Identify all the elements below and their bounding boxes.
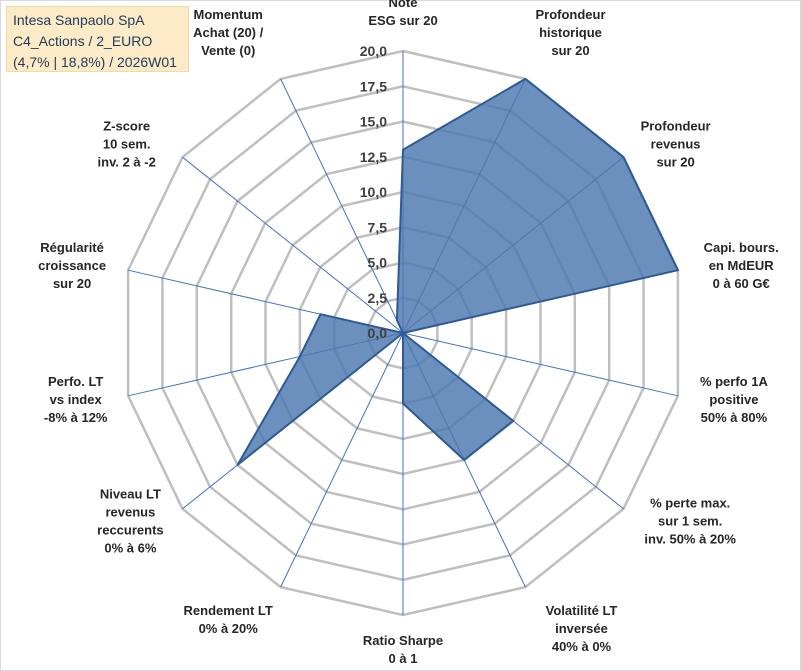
axis-label-12-line-2: inv. 2 à -2 bbox=[98, 155, 156, 170]
axis-label-10-line-0: Perfo. LT bbox=[48, 374, 103, 389]
title-line-stats: (4,7% | 18,8%) / 2026W01 bbox=[13, 54, 177, 70]
axis-label-6-line-2: 40% à 0% bbox=[552, 639, 612, 654]
tick-label-6: 15,0 bbox=[360, 114, 387, 130]
axis-label-6-line-1: inversée bbox=[555, 621, 608, 636]
spoke-13 bbox=[280, 78, 404, 334]
axis-label-9-line-0: Niveau LT bbox=[100, 486, 161, 501]
axis-labels: Note ESG sur 20 Profondeur historique sur 20… bbox=[38, 0, 779, 666]
axis-label-8: Rendement LT 0% à 20% bbox=[184, 603, 273, 636]
axis-label-4-line-1: positive bbox=[709, 392, 758, 407]
axis-label-8-line-1: 0% à 20% bbox=[199, 621, 259, 636]
axis-label-10-line-1: vs index bbox=[50, 392, 103, 407]
tick-label-7: 17,5 bbox=[360, 78, 387, 94]
axis-label-5-line-0: % perte max. bbox=[650, 495, 730, 510]
axis-label-9-line-1: revenus bbox=[105, 504, 155, 519]
axis-label-11: Régularité croissance sur 20 bbox=[38, 240, 106, 291]
tick-label-4: 10,0 bbox=[360, 184, 387, 200]
axis-label-7-line-0: Ratio Sharpe bbox=[363, 633, 443, 648]
axis-label-5-line-1: sur 1 sem. bbox=[658, 513, 722, 528]
tick-label-2: 5,0 bbox=[368, 255, 388, 271]
axis-label-7: Ratio Sharpe 0 à 1 bbox=[363, 633, 443, 666]
axis-label-4-line-2: 50% à 80% bbox=[701, 410, 768, 425]
axis-label-7-line-1: 0 à 1 bbox=[389, 651, 418, 666]
axis-label-4: % perfo 1A positive 50% à 80% bbox=[700, 374, 769, 425]
axis-label-8-line-0: Rendement LT bbox=[184, 603, 273, 618]
axis-label-1: Profondeur historique sur 20 bbox=[535, 7, 605, 58]
spoke-12 bbox=[182, 156, 404, 334]
axis-label-2-line-2: sur 20 bbox=[656, 155, 694, 170]
tick-label-8: 20,0 bbox=[360, 43, 387, 59]
tick-label-5: 12,5 bbox=[360, 149, 387, 165]
axis-label-11-line-2: sur 20 bbox=[53, 276, 91, 291]
axis-label-12-line-0: Z-score bbox=[103, 119, 150, 134]
axis-label-0-line-0: Note bbox=[389, 0, 418, 10]
axis-label-5-line-2: inv. 50% à 20% bbox=[644, 531, 736, 546]
axis-label-3-line-0: Capi. bours. bbox=[704, 240, 779, 255]
axis-label-4-line-0: % perfo 1A bbox=[700, 374, 769, 389]
axis-label-9-line-2: reccurents bbox=[97, 522, 163, 537]
tick-label-1: 2,5 bbox=[368, 290, 388, 306]
axis-label-11-line-0: Régularité bbox=[40, 240, 104, 255]
axis-label-1-line-0: Profondeur bbox=[535, 7, 605, 22]
spoke-4 bbox=[402, 332, 679, 397]
axis-label-9: Niveau LT revenus reccurents 0% à 6% bbox=[97, 486, 163, 555]
axis-label-6: Volatilité LT inversée 40% à 0% bbox=[546, 603, 618, 654]
series-area bbox=[236, 77, 679, 466]
axis-label-13-line-0: Momentum bbox=[194, 7, 263, 22]
axis-label-13-line-2: Vente (0) bbox=[201, 43, 255, 58]
axis-label-0-line-1: ESG sur 20 bbox=[368, 13, 437, 28]
axis-label-6-line-0: Volatilité LT bbox=[546, 603, 618, 618]
axis-label-2: Profondeur revenus sur 20 bbox=[641, 119, 711, 170]
axis-label-2-line-0: Profondeur bbox=[641, 119, 711, 134]
tick-label-0: 0,0 bbox=[368, 325, 388, 341]
axis-label-12: Z-score 10 sem. inv. 2 à -2 bbox=[98, 119, 156, 170]
axis-label-10: Perfo. LT vs index -8% à 12% bbox=[44, 374, 108, 425]
axis-label-13: Momentum Achat (20) / Vente (0) bbox=[193, 7, 263, 58]
title-line-category: C4_Actions / 2_EURO bbox=[13, 33, 153, 49]
chart-title-box: Intesa Sanpaolo SpA C4_Actions / 2_EURO … bbox=[6, 6, 189, 72]
axis-label-13-line-1: Achat (20) / bbox=[193, 25, 263, 40]
radar-series bbox=[236, 77, 679, 466]
axis-label-9-line-3: 0% à 6% bbox=[104, 540, 156, 555]
axis-label-11-line-1: croissance bbox=[38, 258, 106, 273]
axis-label-12-line-1: 10 sem. bbox=[103, 137, 151, 152]
spoke-8 bbox=[280, 332, 404, 588]
axis-label-2-line-1: revenus bbox=[651, 137, 701, 152]
axis-label-5: % perte max. sur 1 sem. inv. 50% à 20% bbox=[644, 495, 736, 546]
axis-label-0: Note ESG sur 20 bbox=[368, 0, 437, 28]
axis-label-3-line-2: 0 à 60 G€ bbox=[713, 276, 770, 291]
axis-label-1-line-2: sur 20 bbox=[551, 43, 589, 58]
axis-label-3: Capi. bours. en MdEUR 0 à 60 G€ bbox=[704, 240, 779, 291]
axis-label-3-line-1: en MdEUR bbox=[709, 258, 775, 273]
axis-label-10-line-2: -8% à 12% bbox=[44, 410, 108, 425]
tick-label-3: 7,5 bbox=[368, 219, 388, 235]
axis-label-1-line-1: historique bbox=[539, 25, 602, 40]
title-line-company: Intesa Sanpaolo SpA bbox=[13, 12, 145, 28]
radial-tick-labels: 0,0 2,5 5,0 7,5 10,0 12,5 15,0 17,5 20,0 bbox=[360, 43, 387, 341]
